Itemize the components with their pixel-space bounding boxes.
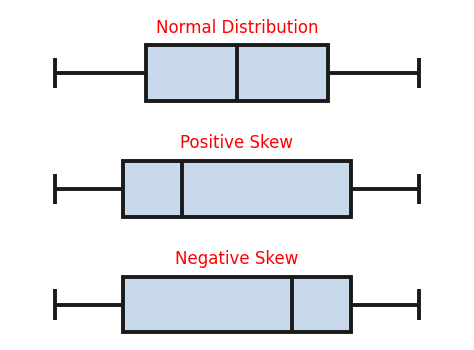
Text: Positive Skew: Positive Skew bbox=[181, 134, 293, 153]
Bar bbox=[146, 45, 328, 101]
Bar bbox=[123, 161, 351, 217]
Text: Negative Skew: Negative Skew bbox=[175, 250, 299, 268]
Text: Normal Distribution: Normal Distribution bbox=[156, 19, 318, 36]
Bar bbox=[123, 277, 351, 332]
